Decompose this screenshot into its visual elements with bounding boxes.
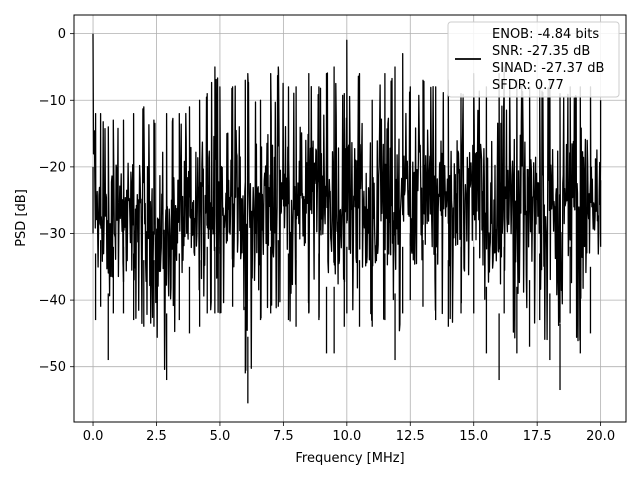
- y-tick-label: −10: [39, 94, 66, 109]
- y-tick-label: −30: [39, 227, 66, 242]
- psd-trace: [92, 33, 602, 371]
- y-tick-label: 0: [58, 27, 66, 42]
- psd-series-line: [92, 33, 602, 404]
- y-tick-label: −20: [39, 160, 66, 175]
- y-tick-label: −50: [39, 360, 66, 375]
- legend-entry-snr: SNR: -27.35 dB: [492, 44, 590, 59]
- x-tick-label: 0.0: [83, 429, 104, 444]
- x-tick-label: 7.5: [273, 429, 294, 444]
- x-tick-label: 17.5: [523, 429, 552, 444]
- x-tick-label: 15.0: [459, 429, 488, 444]
- legend-box: [447, 21, 620, 98]
- x-tick-label: 12.5: [396, 429, 425, 444]
- x-tick-label: 20.0: [586, 429, 615, 444]
- legend-entry-sinad: SINAD: -27.37 dB: [492, 61, 604, 76]
- x-axis-label: Frequency [MHz]: [295, 451, 404, 466]
- legend: ENOB: -4.84 bits SNR: -27.35 dB SINAD: -…: [447, 21, 620, 98]
- x-axis-ticks: 0.0 2.5 5.0 7.5 10.0 12.5 15.0 17.5 20.0: [83, 422, 615, 444]
- legend-entry-enob: ENOB: -4.84 bits: [492, 27, 599, 42]
- x-tick-label: 10.0: [332, 429, 361, 444]
- plot-frame: [73, 14, 627, 423]
- y-axis-label: PSD [dB]: [14, 189, 29, 247]
- x-tick-label: 2.5: [146, 429, 167, 444]
- legend-entry-sfdr: SFDR: 0.77: [492, 78, 564, 93]
- x-tick-label: 5.0: [210, 429, 231, 444]
- y-tick-label: −40: [39, 294, 66, 309]
- y-axis-ticks: 0 −10 −20 −30 −40 −50: [39, 27, 74, 375]
